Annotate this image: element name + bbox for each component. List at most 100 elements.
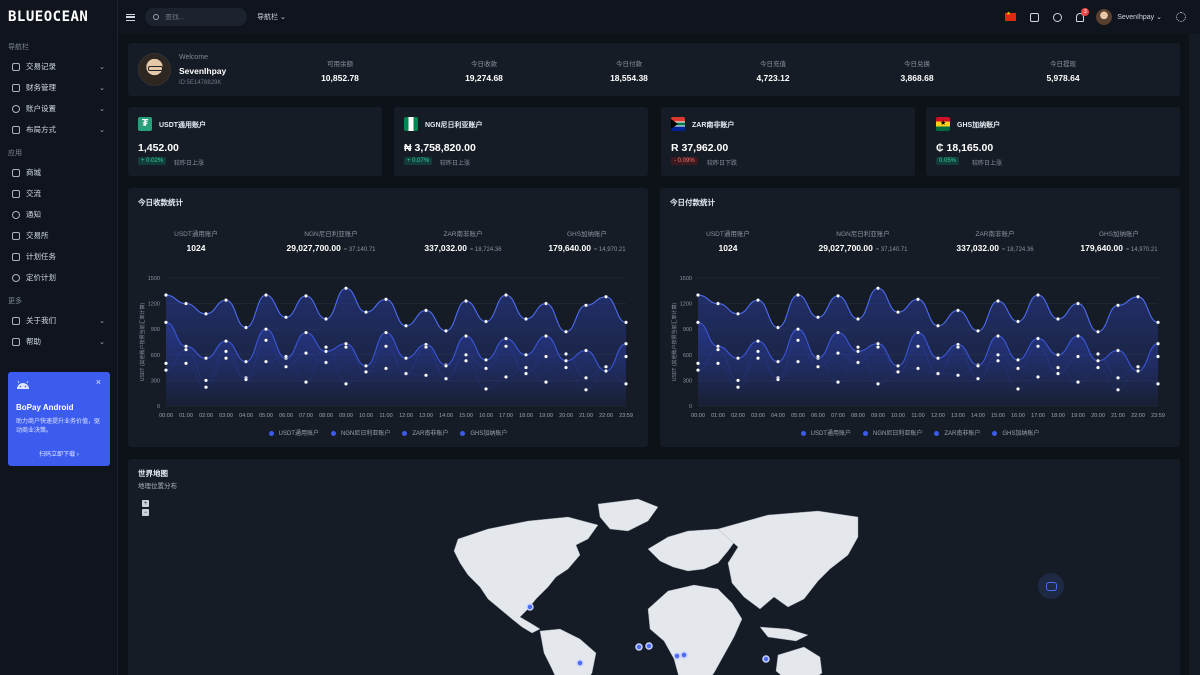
legend-item[interactable]: GHS加纳账户 [457, 430, 510, 437]
chart-stat-converted: ≈ 14,970.21 [593, 247, 626, 253]
stat-value: 4,723.12 [756, 73, 790, 83]
data-point [484, 319, 489, 324]
data-point [976, 376, 981, 381]
data-point [1016, 319, 1021, 324]
sidebar-item[interactable]: 账户设置 ⌄ [0, 98, 117, 119]
legend-item[interactable]: GHS加纳账户 [989, 430, 1042, 437]
world-map[interactable] [128, 459, 1180, 675]
x-tick-label: 04:00 [771, 413, 785, 419]
data-point [484, 366, 489, 371]
promo-download-link[interactable]: 扫码立即下载 › [39, 452, 79, 458]
sidebar-item[interactable]: 计划任务 [0, 246, 117, 267]
summary-stat: 今日收款 19,274.68 [434, 58, 534, 83]
scrollbar[interactable] [1189, 34, 1200, 675]
account-card[interactable]: ZAR南非账户 R 37,962.00 - 0.09% 较昨日下跌 [661, 107, 915, 176]
nav-dropdown[interactable]: 导航栏 ⌄ [257, 14, 286, 21]
sidebar-item[interactable]: 交流 [0, 183, 117, 204]
y-axis-label: USDT (其他账户按照当前汇率计算) [139, 303, 146, 382]
stat-label: 今日收款 [471, 61, 497, 68]
series-line [697, 287, 1159, 333]
account-card[interactable]: NGN尼日利亚账户 ₦ 3,758,820.00 + 0.07% 较昨日上涨 [394, 107, 648, 176]
sidebar-item[interactable]: 交易所 [0, 225, 117, 246]
chevron-down-icon: ⌄ [99, 338, 105, 346]
data-point [263, 327, 268, 332]
sidebar-item[interactable]: 通知 [0, 204, 117, 225]
data-point [363, 310, 368, 315]
sidebar-item[interactable]: 定价计划 [0, 267, 117, 288]
menu-toggle-icon[interactable] [126, 13, 135, 21]
gear-icon[interactable] [1176, 12, 1186, 22]
data-point [976, 328, 981, 333]
legend-item[interactable]: USDT通用账户 [266, 430, 322, 437]
data-point [795, 327, 800, 332]
data-point [835, 351, 840, 356]
sidebar-item[interactable]: 关于我们 ⌄ [0, 310, 117, 331]
x-tick-label: 06:00 [279, 413, 293, 419]
legend-item[interactable]: NGN尼日利亚账户 [860, 430, 925, 437]
legend-item[interactable]: NGN尼日利亚账户 [328, 430, 393, 437]
data-point [716, 347, 721, 352]
stat-label: 今日兑换 [904, 61, 930, 68]
chart-summary-stat: NGN尼日利亚账户 29,027,700.00 ≈ 37,140.71 [803, 228, 923, 254]
data-point [564, 365, 569, 370]
close-icon[interactable]: × [95, 377, 101, 387]
fullscreen-icon[interactable] [1053, 12, 1063, 22]
chart-stat-converted: ≈ 37,140.71 [875, 247, 908, 253]
data-point [544, 354, 549, 359]
area-chart[interactable]: 0 300 600 900 1200 1500 USDT (其他账户按照当前汇率计算) 00:… [660, 266, 1180, 426]
area-chart[interactable]: 0 300 600 900 1200 1500 USDT (其他账户按照当前汇率计算) 00:… [128, 266, 648, 426]
data-point [735, 311, 740, 316]
zoom-out-button[interactable]: − [142, 509, 149, 516]
legend-item[interactable]: ZAR南非账户 [399, 430, 451, 437]
data-point [303, 351, 308, 356]
data-point [916, 330, 921, 335]
sidebar-item-label: 商城 [26, 168, 41, 177]
sidebar-item[interactable]: 帮助 ⌄ [0, 331, 117, 352]
map-marker [526, 603, 534, 611]
data-point [716, 301, 721, 306]
x-tick-label: 12:00 [931, 413, 945, 419]
data-point [1116, 375, 1121, 380]
data-point [855, 360, 860, 365]
data-point [323, 316, 328, 321]
legend-item[interactable]: ZAR南非账户 [931, 430, 983, 437]
data-point [956, 308, 961, 313]
data-point [263, 293, 268, 298]
notification-badge: 3 [1081, 7, 1090, 16]
legend-item[interactable]: USDT通用账户 [798, 430, 854, 437]
search-input[interactable] [165, 13, 235, 21]
sidebar-item-label: 定价计划 [26, 273, 56, 282]
notification-bell-icon[interactable]: 3 [1076, 7, 1090, 22]
avatar[interactable] [1096, 9, 1113, 25]
language-flag-icon[interactable] [1005, 11, 1017, 21]
account-card[interactable]: ★ GHS加纳账户 ₵ 18,165.00 0.05% 较昨日上涨 [926, 107, 1180, 176]
data-point [624, 341, 629, 346]
change-caption: 较昨日上涨 [174, 161, 205, 167]
chat-support-button[interactable] [1038, 573, 1064, 599]
chat-icon [12, 189, 20, 198]
zoom-in-button[interactable]: + [142, 500, 149, 507]
summary-stat: 今日充值 4,723.12 [723, 58, 823, 83]
data-point [1036, 293, 1041, 298]
x-tick-label: 08:00 [319, 413, 333, 419]
y-tick-label: 600 [151, 353, 160, 359]
sidebar-item[interactable]: 商城 [0, 162, 117, 183]
map-australia [775, 646, 823, 675]
sidebar-item[interactable]: 财务管理 ⌄ [0, 77, 117, 98]
data-point [716, 361, 721, 366]
legend-label: ZAR南非账户 [944, 431, 981, 437]
data-point [464, 352, 469, 357]
account-card[interactable]: ₮ USDT通用账户 1,452.00 + 0.02% 较昨日上涨 [128, 107, 382, 176]
data-point [363, 369, 368, 374]
ghs-flag-icon: ★ [936, 117, 950, 131]
data-point [835, 380, 840, 385]
welcome-username: SevenIhpay [179, 66, 227, 76]
data-point [875, 286, 880, 291]
sidebar-item[interactable]: 布局方式 ⌄ [0, 119, 117, 140]
user-menu[interactable]: SevenIhpay ⌄ [1117, 14, 1162, 21]
qrcode-icon[interactable] [1030, 12, 1040, 22]
task-icon [12, 252, 20, 261]
search-box[interactable] [145, 8, 247, 26]
data-point [1056, 316, 1061, 321]
sidebar-item[interactable]: 交易记录 ⌄ [0, 56, 117, 77]
